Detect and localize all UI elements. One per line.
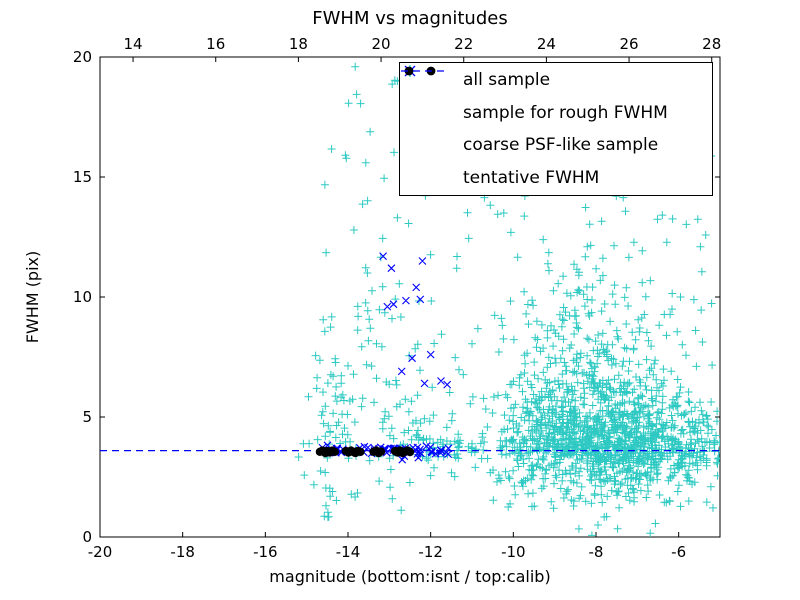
x-tick-label-top: 16 <box>206 35 225 53</box>
x-tick-label-top: 22 <box>454 35 473 53</box>
legend-label: tentative FWHM <box>463 167 600 188</box>
chart-title: FWHM vs magnitudes <box>312 8 507 29</box>
x-tick-label-top: 18 <box>289 35 308 53</box>
legend-label: coarse PSF-like sample <box>463 135 659 156</box>
x-tick-label-bottom: -6 <box>671 543 686 561</box>
x-tick-label-top: 24 <box>537 35 556 53</box>
legend-entry-psf-like: coarse PSF-like sample <box>400 66 712 161</box>
x-tick-label-bottom: -20 <box>88 543 113 561</box>
rough-fwhm-points <box>318 252 453 464</box>
legend-entry-tentative-fwhm: tentative FWHM <box>400 70 712 194</box>
x-tick-label-top: 14 <box>124 35 143 53</box>
y-tick-label: 20 <box>73 48 92 66</box>
x-tick-label-bottom: -16 <box>253 543 278 561</box>
legend-label: all sample <box>463 70 551 91</box>
x-tick-label-top: 20 <box>372 35 391 53</box>
y-tick-label: 0 <box>82 528 92 546</box>
tick-marks-and-labels: -20 -18 -16 -14 -12 -10 -8 -6 14 16 18 20 22 24 26 28 0 5… <box>73 35 721 561</box>
x-tick-label-bottom: -12 <box>418 543 443 561</box>
y-tick-label: 5 <box>82 408 92 426</box>
x-tick-label-bottom: -8 <box>589 543 604 561</box>
legend-entry-rough-fwhm: sample for rough FWHM <box>400 65 712 129</box>
plot-dynamic-content: -20 -18 -16 -14 -12 -10 -8 -6 14 16 18 20 22 24 26 28 0 5… <box>73 35 721 561</box>
x-tick-label-bottom: -18 <box>170 543 195 561</box>
x-tick-label-bottom: -10 <box>501 543 526 561</box>
legend-label: sample for rough FWHM <box>463 102 668 123</box>
y-axis-label: FWHM (pix) <box>23 251 42 344</box>
legend: all sample sample for rough FWHM coarse … <box>399 62 713 196</box>
x-tick-label-top: 26 <box>620 35 639 53</box>
psf-like-points <box>315 446 415 458</box>
x-tick-label-bottom: -14 <box>336 543 361 561</box>
y-tick-label: 15 <box>73 168 92 186</box>
scatter-layer <box>100 62 720 537</box>
x-axis-label: magnitude (bottom:isnt / top:calib) <box>269 567 550 586</box>
x-tick-label-top: 28 <box>702 35 721 53</box>
y-tick-label: 10 <box>73 288 92 306</box>
